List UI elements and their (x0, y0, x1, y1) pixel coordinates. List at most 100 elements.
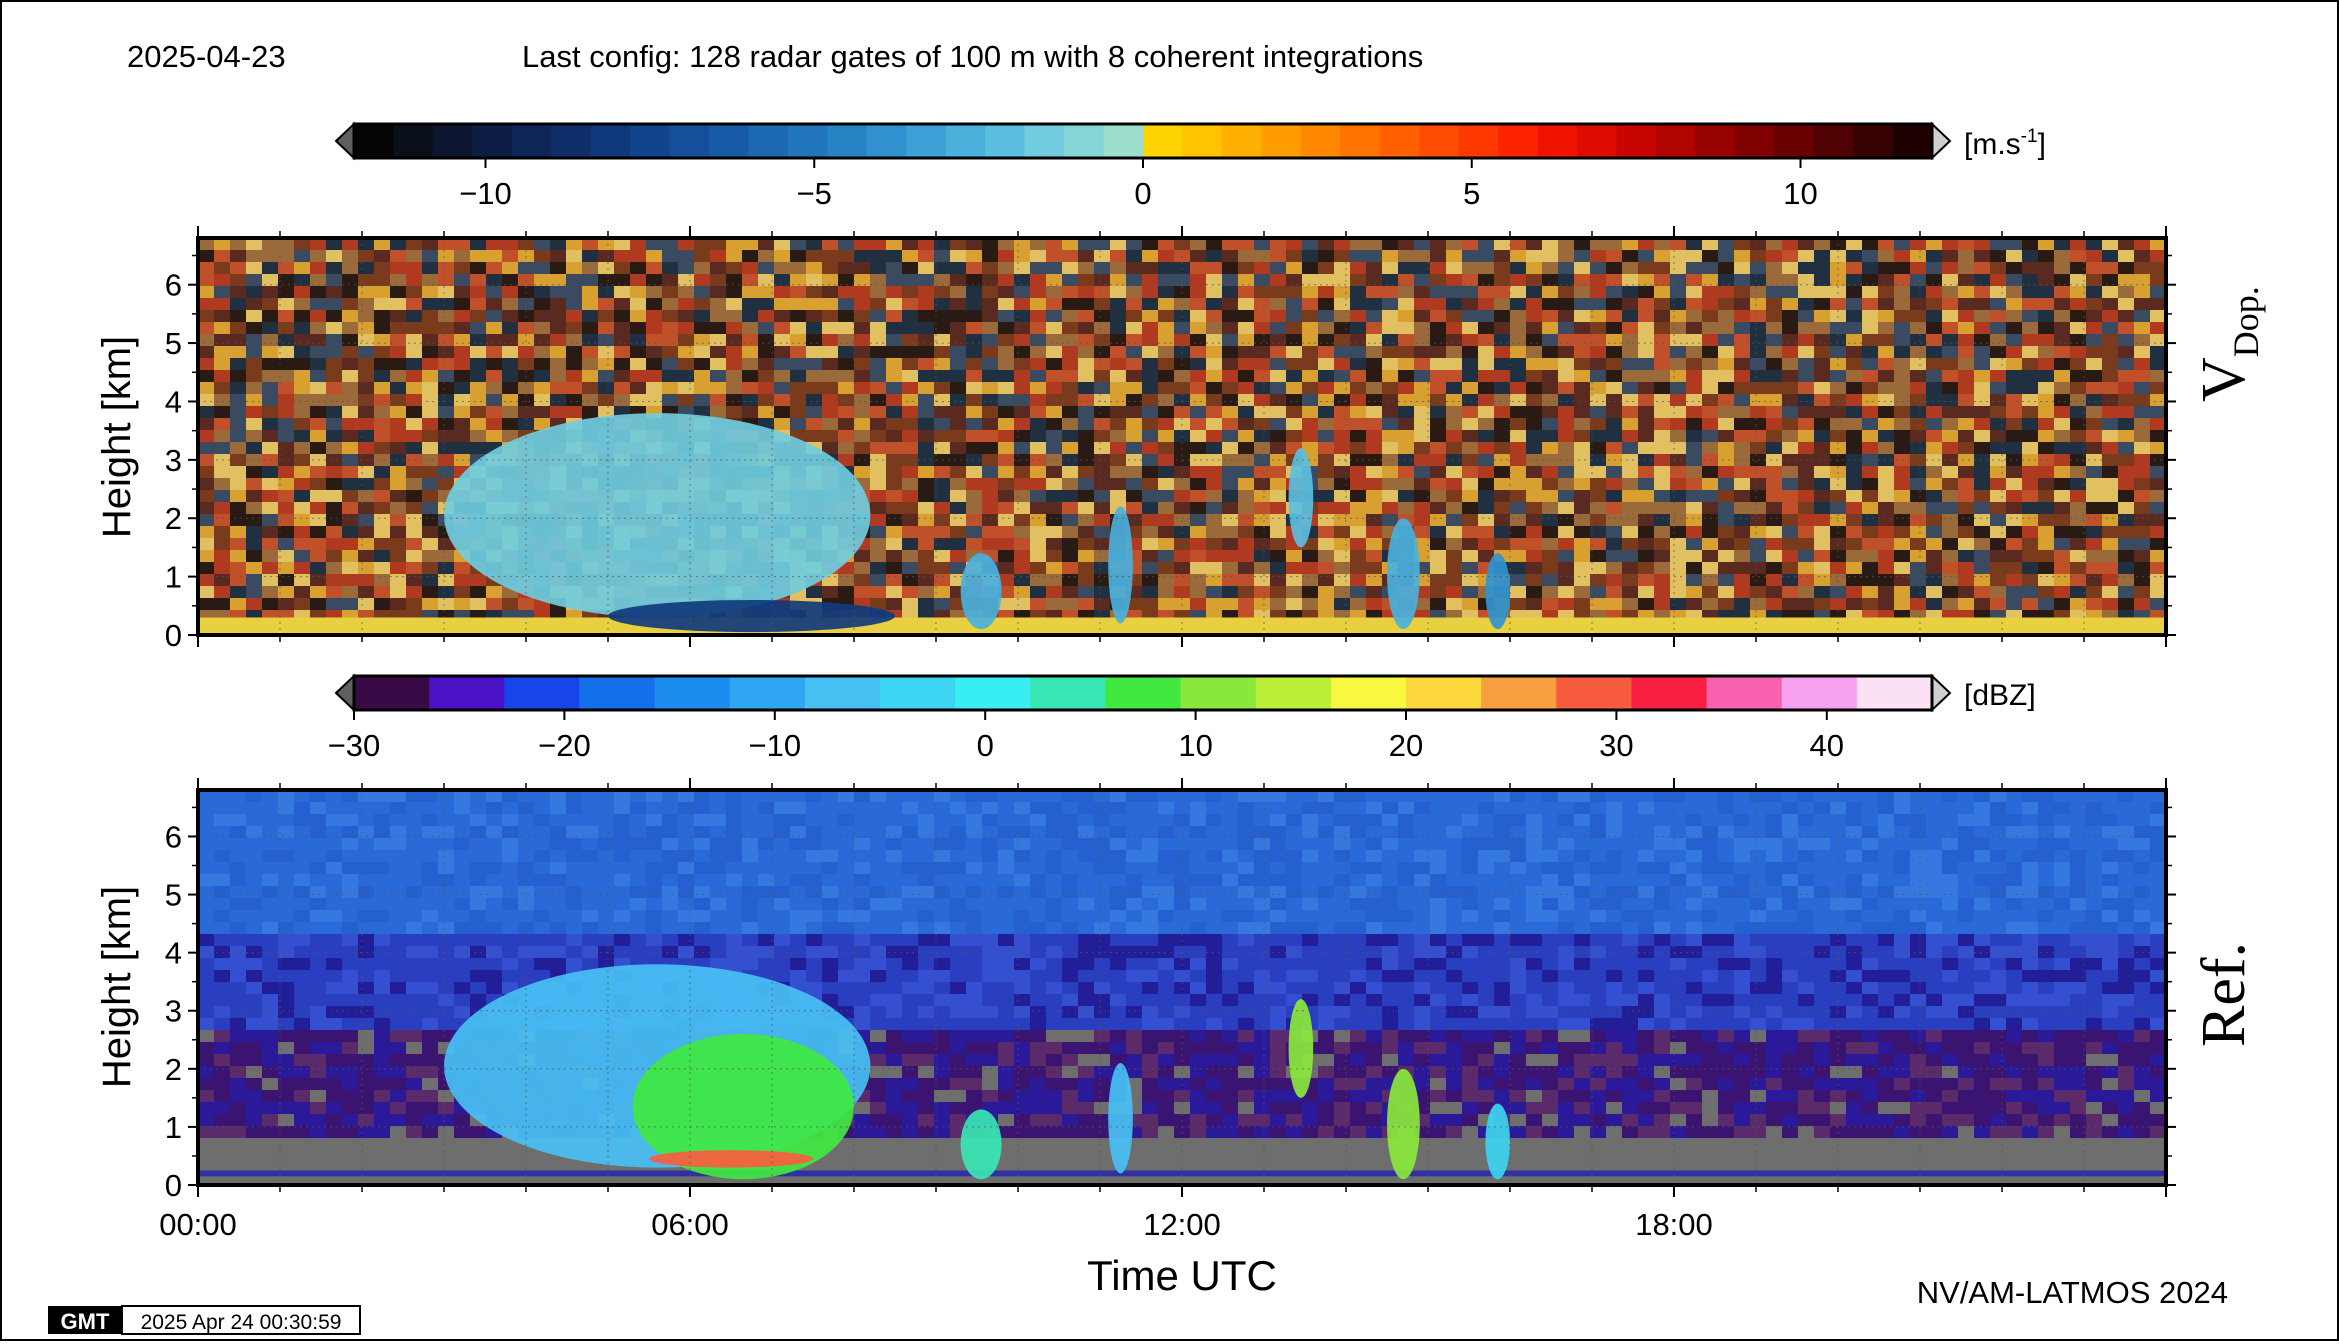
reflectivity-colorbar-unit: [dBZ] (1964, 679, 2036, 712)
doppler-ytick-label: 4 (165, 384, 182, 419)
reflectivity-echo (1485, 1104, 1510, 1180)
doppler-colorbar-cell (1340, 124, 1380, 158)
doppler-colorbar-tick-label: −5 (797, 176, 832, 211)
doppler-ytick-label: 3 (165, 443, 182, 478)
reflectivity-echo (649, 1150, 813, 1167)
reflectivity-colorbar-cell (805, 676, 881, 710)
reflectivity-echo (1289, 999, 1314, 1098)
gmt-logo: GMT (61, 1309, 110, 1334)
reflectivity-ytick-label: 2 (165, 1052, 182, 1087)
doppler-colorbar-cell (393, 124, 433, 158)
doppler-panel-label: VDop. (2190, 286, 2266, 402)
reflectivity-colorbar-tick-label: −10 (749, 728, 802, 763)
doppler-colorbar-cell (1498, 124, 1538, 158)
gmt-stamp: GMT 2025 Apr 24 00:30:59 (48, 1306, 360, 1334)
credit-label: NV/AM-LATMOS 2024 (1917, 1275, 2228, 1310)
doppler-echo (961, 553, 1002, 629)
doppler-echo (1485, 553, 1510, 629)
doppler-panel: 0 1 2 3 4 5 6 Height [km] VDop. (95, 226, 2266, 653)
doppler-colorbar-cell (1893, 124, 1933, 158)
reflectivity-echo (961, 1109, 1002, 1179)
doppler-colorbar-cell (946, 124, 986, 158)
colorbar-right-arrow (1932, 124, 1950, 158)
doppler-colorbar-cell (1182, 124, 1222, 158)
doppler-colorbar-cell (1616, 124, 1656, 158)
doppler-colorbar-cell (1695, 124, 1735, 158)
doppler-colorbar-cell (1538, 124, 1578, 158)
reflectivity-ytick-label: 4 (165, 936, 182, 971)
gmt-timestamp: 2025 Apr 24 00:30:59 (141, 1311, 342, 1334)
colorbar-left-arrow (336, 124, 354, 158)
doppler-colorbar-cell (1814, 124, 1854, 158)
reflectivity-colorbar-cell (955, 676, 1031, 710)
reflectivity-ytick-label: 6 (165, 819, 182, 854)
reflectivity-colorbar-tick-label: 10 (1178, 728, 1212, 763)
reflectivity-colorbar-tick-label: 20 (1389, 728, 1423, 763)
colorbar-right-arrow (1932, 676, 1950, 710)
reflectivity-colorbar-cell (730, 676, 806, 710)
reflectivity-echo (1108, 1063, 1133, 1173)
doppler-colorbar-cell (1459, 124, 1499, 158)
doppler-echo (444, 413, 870, 617)
doppler-colorbar-cell (512, 124, 552, 158)
reflectivity-colorbar-tick-label: −20 (538, 728, 591, 763)
reflectivity-colorbar-cell (1707, 676, 1783, 710)
reflectivity-colorbar-cell (1406, 676, 1482, 710)
reflectivity-colorbar-cell (579, 676, 655, 710)
reflectivity-colorbar-tick-label: 30 (1599, 728, 1633, 763)
reflectivity-colorbar-cell (1857, 676, 1933, 710)
doppler-ytick-label: 1 (165, 560, 182, 595)
reflectivity-xtick-label: 06:00 (651, 1207, 729, 1242)
reflectivity-colorbar-cell (429, 676, 505, 710)
reflectivity-colorbar-cell (1631, 676, 1707, 710)
doppler-colorbar-cell (1301, 124, 1341, 158)
reflectivity-colorbar: −30 −20 −10 0 10 20 30 40 [dBZ] (328, 676, 2036, 763)
doppler-colorbar-cell (1104, 124, 1144, 158)
doppler-colorbar-cell (1380, 124, 1420, 158)
doppler-ytick-label: 5 (165, 326, 182, 361)
doppler-colorbar-cell (1853, 124, 1893, 158)
reflectivity-colorbar-cell (1105, 676, 1181, 710)
reflectivity-colorbar-tick-label: −30 (328, 728, 381, 763)
doppler-colorbar-tick-label: 0 (1134, 176, 1151, 211)
doppler-colorbar-cell (1261, 124, 1301, 158)
doppler-echo (1108, 507, 1133, 624)
doppler-colorbar-tick-label: 10 (1783, 176, 1817, 211)
doppler-colorbar-cell (1025, 124, 1065, 158)
doppler-colorbar-cell (1577, 124, 1617, 158)
doppler-colorbar-tick-label: 5 (1463, 176, 1480, 211)
colorbar-left-arrow (336, 676, 354, 710)
reflectivity-ytick-label: 3 (165, 994, 182, 1029)
reflectivity-colorbar-cell (354, 676, 430, 710)
date-label: 2025-04-23 (127, 39, 286, 74)
doppler-ytick-label: 0 (165, 618, 182, 653)
doppler-colorbar-cell (670, 124, 710, 158)
reflectivity-ytick-label: 5 (165, 878, 182, 913)
doppler-colorbar-cell (1222, 124, 1262, 158)
config-label: Last config: 128 radar gates of 100 m wi… (522, 39, 1423, 74)
reflectivity-colorbar-cell (1331, 676, 1407, 710)
doppler-colorbar-cell (354, 124, 394, 158)
doppler-colorbar-cell (1419, 124, 1459, 158)
doppler-colorbar-cell (749, 124, 789, 158)
reflectivity-colorbar-tick-label: 40 (1810, 728, 1844, 763)
reflectivity-colorbar-cell (1256, 676, 1332, 710)
reflectivity-colorbar-cell (1481, 676, 1557, 710)
doppler-echo (1289, 448, 1314, 547)
reflectivity-colorbar-cell (1030, 676, 1106, 710)
doppler-colorbar-cell (1064, 124, 1104, 158)
doppler-ytick-label: 2 (165, 501, 182, 536)
doppler-ylabel: Height [km] (95, 336, 139, 538)
doppler-colorbar-cell (1143, 124, 1183, 158)
doppler-colorbar-cell (709, 124, 749, 158)
doppler-echo (608, 600, 895, 632)
reflectivity-colorbar-tick-label: 0 (977, 728, 994, 763)
doppler-colorbar-unit: [m.s-1] (1964, 126, 2046, 161)
reflectivity-colorbar-cell (1782, 676, 1858, 710)
doppler-ytick-label: 6 (165, 268, 182, 303)
reflectivity-colorbar-cell (1181, 676, 1257, 710)
